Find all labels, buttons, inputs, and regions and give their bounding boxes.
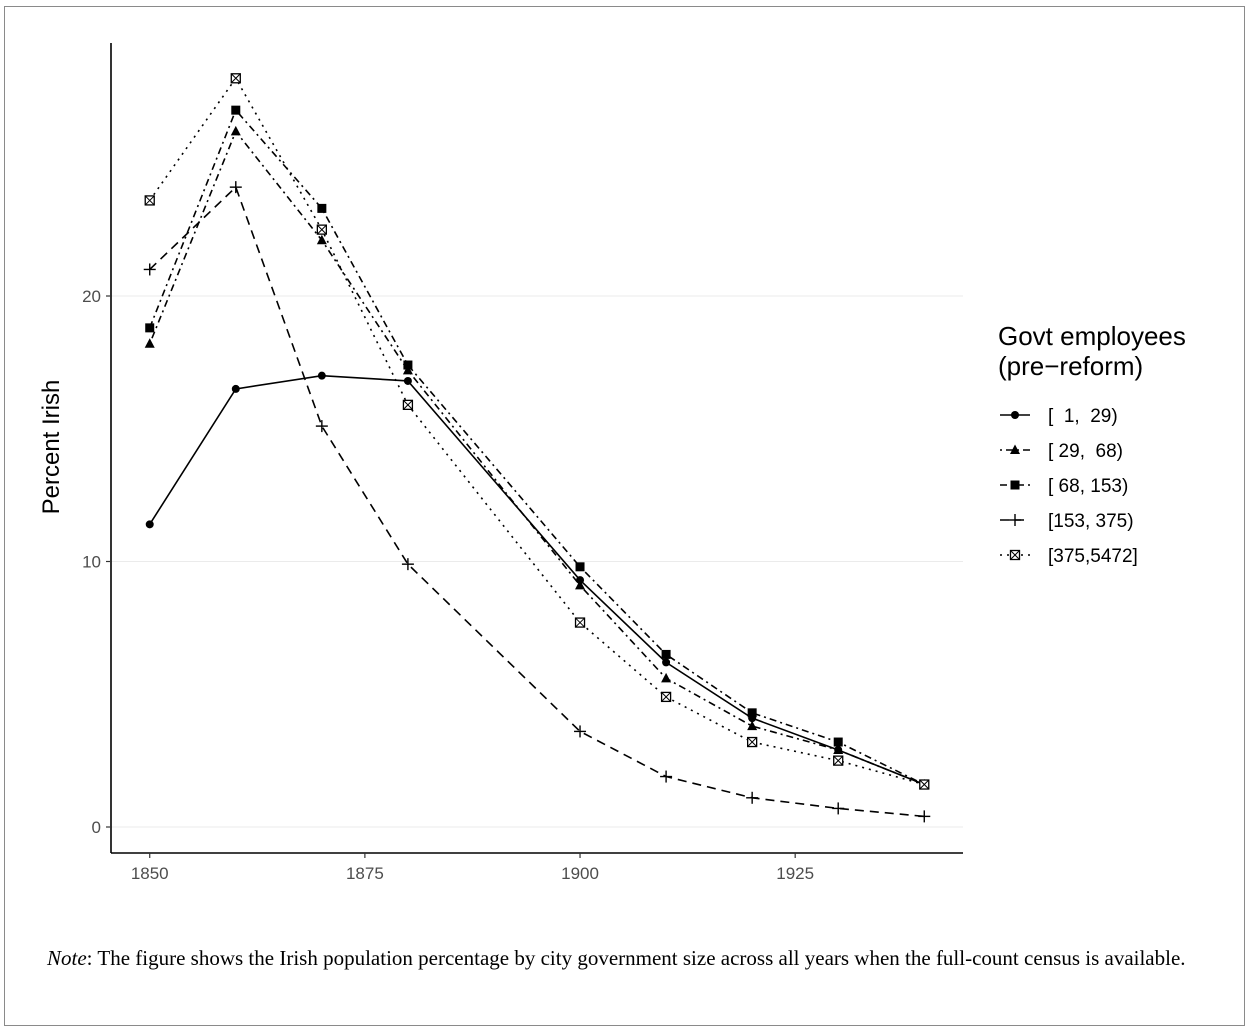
data-point <box>747 736 758 748</box>
data-point <box>316 234 327 245</box>
data-point <box>662 658 671 667</box>
x-tick-label-1925: 1925 <box>776 864 814 883</box>
data-point <box>145 323 155 333</box>
series-line-5 <box>149 76 925 786</box>
series-2 <box>144 125 930 789</box>
note-text: : The figure shows the Irish population … <box>86 946 1186 970</box>
data-point <box>144 195 155 206</box>
data-point <box>833 737 843 747</box>
series-line-3 <box>148 108 925 786</box>
series-line-1 <box>149 374 925 786</box>
legend-label: [ 1, 29) <box>1048 406 1118 427</box>
series-5 <box>144 73 930 790</box>
data-point <box>746 791 759 804</box>
data-point <box>833 744 844 755</box>
legend-item-3: [ 68, 153) <box>1000 476 1128 497</box>
data-point <box>143 263 156 276</box>
data-point <box>575 562 585 572</box>
tick-labels: 0 10 20 1850 1875 1900 1925 <box>82 287 814 883</box>
data-point <box>919 779 930 790</box>
data-point <box>832 802 845 815</box>
data-point <box>403 376 412 385</box>
data-point <box>747 708 757 718</box>
data-point <box>661 649 671 659</box>
data-point <box>229 181 242 194</box>
figure-note: Note: The figure shows the Irish populat… <box>47 943 1237 973</box>
data-point <box>747 720 758 731</box>
data-point <box>660 770 673 783</box>
legend-key-marker <box>1010 480 1020 490</box>
note-label: Note <box>47 946 87 970</box>
legend: Govt employees(pre−reform) [ 1, 29) [ 29, … <box>998 321 1186 567</box>
figure-frame: 0 10 20 1850 1875 1900 1925 Percent Irish Govt… <box>4 6 1245 1026</box>
data-point <box>317 371 326 380</box>
x-tick-label-1875: 1875 <box>346 864 384 883</box>
legend-item-1: [ 1, 29) <box>1000 406 1118 427</box>
legend-key-marker <box>1010 444 1020 454</box>
line-chart: 0 10 20 1850 1875 1900 1925 Percent Irish Govt… <box>38 43 1186 883</box>
data-point <box>230 73 241 84</box>
x-tick-label-1900: 1900 <box>561 864 599 883</box>
y-tick-label-0: 0 <box>92 818 101 837</box>
data-point <box>317 203 327 213</box>
data-point <box>144 338 155 348</box>
series-4 <box>143 181 931 823</box>
x-tick-label-1850: 1850 <box>131 864 169 883</box>
legend-key-marker <box>1011 411 1019 419</box>
legend-title-line-1: Govt employees <box>998 321 1186 351</box>
y-axis-title: Percent Irish <box>38 380 65 515</box>
series-line-2 <box>148 129 925 786</box>
y-tick-label-10: 10 <box>82 553 101 572</box>
data-point <box>661 672 672 683</box>
data-point <box>401 558 414 571</box>
series-group <box>143 73 931 823</box>
legend-key-marker <box>1009 549 1021 561</box>
legend-label: [153, 375) <box>1048 511 1134 532</box>
data-point <box>145 520 154 529</box>
data-point <box>231 105 241 115</box>
legend-label: [ 29, 68) <box>1048 441 1123 462</box>
data-point <box>230 125 241 136</box>
series-line-4 <box>149 185 925 818</box>
legend-item-2: [ 29, 68) <box>1000 441 1123 462</box>
data-point <box>315 420 328 433</box>
legend-label: [375,5472] <box>1048 546 1138 567</box>
data-point <box>574 725 587 738</box>
data-point <box>403 360 413 370</box>
legend-key-marker <box>1009 514 1021 526</box>
gridlines <box>111 295 963 828</box>
data-point <box>575 579 586 590</box>
data-point <box>316 224 327 235</box>
data-point <box>231 384 240 393</box>
data-point <box>660 691 672 703</box>
legend-title-line-2: (pre−reform) <box>998 351 1143 381</box>
data-point <box>833 755 844 766</box>
series-1 <box>145 371 929 789</box>
data-point <box>402 399 414 411</box>
data-point <box>574 617 586 628</box>
data-point <box>918 810 931 823</box>
legend-item-4: [153, 375) <box>1000 511 1134 532</box>
data-point <box>402 364 413 375</box>
legend-item-5: [375,5472] <box>1000 546 1138 567</box>
axes <box>106 43 963 858</box>
y-tick-label-20: 20 <box>82 287 101 306</box>
legend-label: [ 68, 153) <box>1048 476 1128 497</box>
series-3 <box>145 105 929 790</box>
